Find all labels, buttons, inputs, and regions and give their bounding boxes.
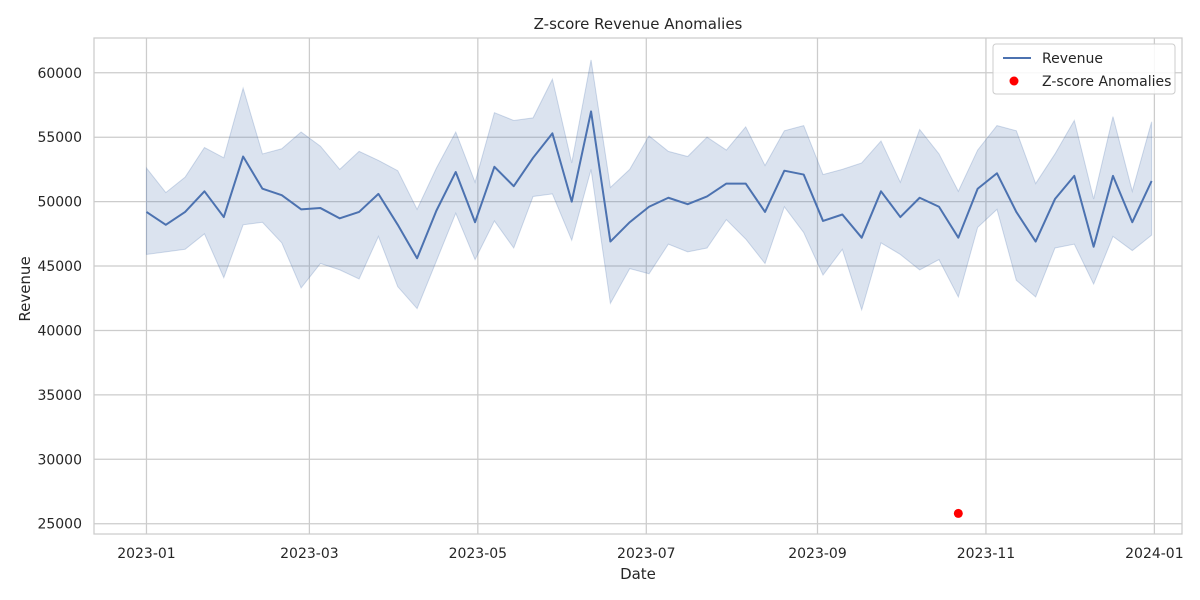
x-tick-label-2: 2023-05 (449, 546, 508, 562)
y-tick-label-1: 30000 (37, 452, 82, 468)
legend-box (992, 43, 1176, 95)
grid-lines (94, 38, 1182, 534)
legend-revenue-label: Revenue (1042, 51, 1103, 67)
y-tick-label-7: 60000 (37, 66, 82, 82)
y-tick-label-0: 25000 (37, 517, 82, 533)
x-tick-label-1: 2023-03 (280, 546, 339, 562)
confidence-band (145, 59, 1153, 312)
y-axis-label: Revenue (16, 256, 34, 321)
y-tick-label-2: 35000 (37, 388, 82, 404)
y-tick-label-6: 55000 (37, 130, 82, 146)
chart-title: Z-score Revenue Anomalies (534, 15, 743, 33)
anomaly-points (953, 508, 963, 518)
x-tick-label-6: 2024-01 (1125, 546, 1184, 562)
anomaly-point-0 (953, 508, 963, 518)
x-axis-label: Date (620, 565, 656, 583)
x-tick-label-5: 2023-11 (957, 546, 1016, 562)
revenue-points (146, 111, 1152, 259)
legend: Revenue Z-score Anomalies (992, 43, 1176, 95)
y-tick-label-3: 40000 (37, 323, 82, 339)
x-tick-labels: 2023-01 2023-03 2023-05 2023-07 2023-09 2023-… (117, 546, 1183, 562)
x-tick-label-4: 2023-09 (788, 546, 847, 562)
legend-anomaly-swatch (1009, 76, 1019, 86)
x-tick-label-0: 2023-01 (117, 546, 176, 562)
legend-anomaly-label: Z-score Anomalies (1042, 74, 1171, 90)
y-tick-labels: 25000 30000 35000 40000 45000 50000 55000 60000 (37, 66, 82, 533)
plot-frame (93, 37, 1183, 535)
x-tick-label-3: 2023-07 (617, 546, 676, 562)
y-tick-label-4: 45000 (37, 259, 82, 275)
y-tick-label-5: 50000 (37, 195, 82, 211)
